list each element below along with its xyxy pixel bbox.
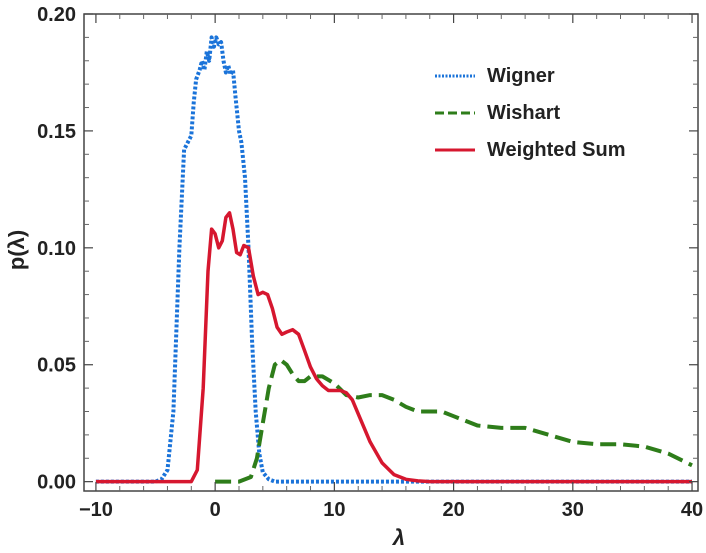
y-tick-label: 0.20	[37, 4, 76, 26]
tick-labels-group: −10 0 10 20 30 40 0.00 0.05 0.10 0.15 0.20	[37, 4, 703, 521]
y-tick-label: 0.10	[37, 238, 76, 260]
series-line-weighted-sum	[95, 211, 692, 484]
x-tick-label: 30	[562, 499, 584, 521]
y-axis-title: p(λ)	[4, 230, 29, 270]
legend-label-1: Wishart	[487, 102, 561, 124]
series-line-wigner	[95, 35, 692, 484]
x-tick-label: 40	[681, 499, 703, 521]
y-tick-label: 0.00	[37, 472, 76, 494]
legend-label-0: Wigner	[487, 65, 555, 87]
legend: Wigner Wishart Weighted Sum	[435, 65, 626, 161]
y-tick-label: 0.15	[37, 121, 76, 143]
x-axis-title: λ	[392, 525, 405, 550]
plot-border	[83, 13, 699, 492]
series-line-wishart	[215, 358, 693, 484]
x-tick-label: 20	[442, 499, 464, 521]
x-tick-label: 0	[210, 499, 221, 521]
x-tick-label: −10	[79, 499, 113, 521]
plot-frame	[83, 13, 699, 492]
x-tick-label: 10	[323, 499, 345, 521]
legend-label-2: Weighted Sum	[487, 139, 626, 161]
y-tick-label: 0.05	[37, 355, 76, 377]
series-group	[95, 35, 693, 484]
ticks-group	[84, 13, 698, 491]
